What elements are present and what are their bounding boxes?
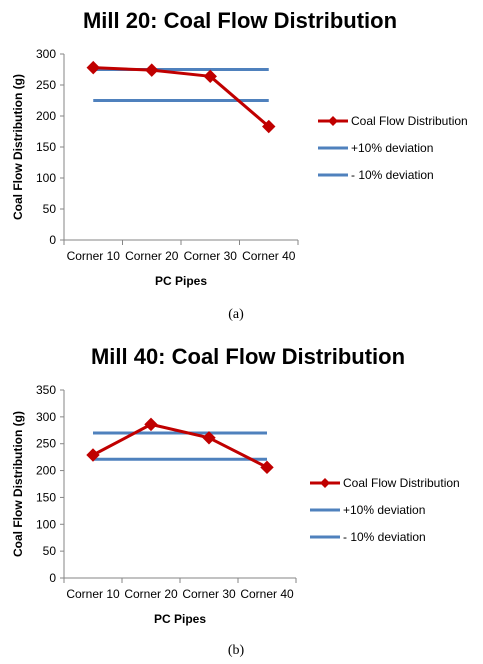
mill40-y-tick-label: 350	[36, 383, 56, 397]
mill20-title: Mill 20: Coal Flow Distribution	[83, 8, 397, 33]
mill20-data-point	[203, 69, 217, 84]
mill20-y-axis-label: Coal Flow Distribution (g)	[11, 74, 25, 220]
mill40-x-tick-label: Corner 40	[240, 587, 294, 601]
mill20-legend-label-0: Coal Flow Distribution	[351, 114, 468, 128]
mill40-data-point	[144, 417, 158, 432]
mill40-legend-label-2: - 10% deviation	[343, 530, 426, 544]
mill20-legend-marker	[328, 116, 338, 126]
mill20-x-tick-label: Corner 20	[125, 249, 179, 263]
mill20-y-tick-label: 50	[43, 202, 57, 216]
mill40-legend-label-1: +10% deviation	[343, 503, 425, 517]
mill20-x-tick-label: Corner 30	[184, 249, 238, 263]
chart-mill-40-svg: Mill 40: Coal Flow Distribution 0 50 100 150…	[11, 344, 460, 626]
mill20-y-tick-label: 250	[36, 78, 56, 92]
mill40-data-point	[260, 460, 274, 475]
mill40-x-axis-label: PC Pipes	[154, 612, 206, 626]
mill20-x-axis-label: PC Pipes	[155, 274, 207, 288]
chart-mill-20: Mill 20: Coal Flow Distribution 0 50 100 150…	[0, 0, 483, 330]
mill40-y-tick-label: 250	[36, 437, 56, 451]
mill20-data-point	[145, 63, 159, 77]
mill40-y-tick-label: 300	[36, 410, 56, 424]
mill20-y-tick-label: 300	[36, 47, 56, 61]
mill40-data-point	[202, 431, 216, 445]
mill20-x-tick-label: Corner 10	[67, 249, 121, 263]
mill20-y-tick-label: 200	[36, 109, 56, 123]
mill20-y-tick-label: 100	[36, 171, 56, 185]
chart-mill-20-svg: Mill 20: Coal Flow Distribution 0 50 100 150…	[11, 8, 468, 288]
mill40-y-tick-label: 150	[36, 490, 56, 504]
mill40-data-point	[86, 448, 100, 462]
mill40-y-tick-label: 100	[36, 517, 56, 531]
chart-mill-40: Mill 40: Coal Flow Distribution 0 50 100 150…	[0, 338, 483, 664]
mill20-legend-label-2: - 10% deviation	[351, 168, 434, 182]
mill40-legend-label-0: Coal Flow Distribution	[343, 476, 460, 490]
mill40-y-tick-label: 50	[43, 544, 57, 558]
mill40-title: Mill 40: Coal Flow Distribution	[91, 344, 405, 369]
mill20-x-tick-label: Corner 40	[242, 249, 296, 263]
mill20-y-tick-label: 150	[36, 140, 56, 154]
mill40-y-tick-label: 200	[36, 464, 56, 478]
mill40-series-line-0	[92, 422, 268, 469]
mill40-x-tick-label: Corner 30	[182, 587, 236, 601]
mill20-series-line-0	[93, 66, 270, 128]
caption-b: (b)	[227, 643, 245, 658]
mill40-x-tick-label: Corner 20	[124, 587, 178, 601]
mill40-y-tick-label: 0	[49, 571, 56, 585]
mill20-y-tick-label: 0	[49, 233, 56, 247]
mill20-legend-label-1: +10% deviation	[351, 141, 433, 155]
mill40-legend-marker	[320, 478, 330, 488]
mill40-y-axis-label: Coal Flow Distribution (g)	[11, 411, 25, 557]
caption-a: (a)	[228, 307, 244, 322]
mill20-data-point	[86, 60, 100, 75]
mill20-data-point	[262, 119, 276, 134]
mill40-x-tick-label: Corner 10	[66, 587, 120, 601]
